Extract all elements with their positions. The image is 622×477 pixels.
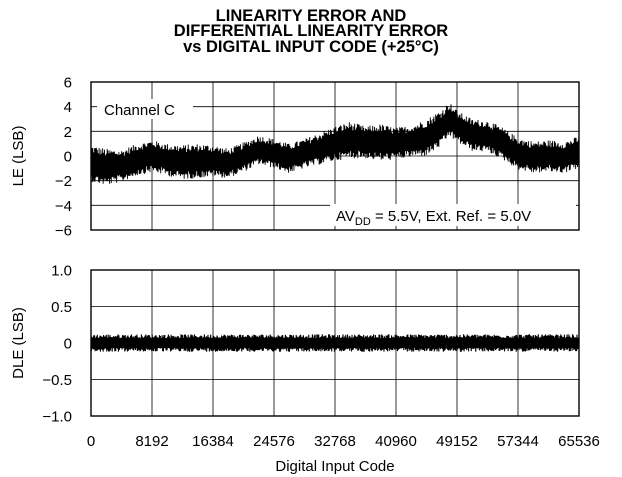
y-tick-label: 0.5 — [51, 299, 72, 316]
annotation-box — [97, 99, 193, 119]
y-axis-label: DLE (LSB) — [10, 307, 27, 379]
y-tick-label: 2 — [64, 124, 72, 141]
x-tick-label: 32768 — [314, 433, 356, 450]
y-tick-label: −2 — [55, 173, 72, 190]
x-tick-label: 8192 — [135, 433, 168, 450]
annotation-condition-box — [330, 204, 576, 226]
panel-1: Channel C AVDD = 5.5V, Ext. Ref. = 5.0V 6 4… — [10, 75, 580, 240]
x-tick-label: 24576 — [253, 433, 295, 450]
x-tick-label: 40960 — [375, 433, 417, 450]
x-tick-label: 49152 — [436, 433, 478, 450]
y-tick-label: 0 — [64, 149, 72, 166]
data-series-2-1 — [90, 334, 580, 352]
chart-title-line-1: LINEARITY ERROR AND — [215, 7, 407, 25]
y-axis-label: LE (LSB) — [10, 126, 27, 187]
y-tick-label: 0 — [64, 336, 72, 353]
y-tick-label: 4 — [64, 99, 72, 116]
x-axis-label: Digital Input Code — [275, 458, 394, 475]
panel-2: 1.0 0.5 0 −0.5 −1.0 DLE (LSB) — [10, 263, 580, 426]
y-tick-label: 6 — [64, 75, 72, 92]
plot-frame — [90, 81, 580, 231]
y-tick-label: 1.0 — [51, 263, 72, 280]
x-tick-label: 0 — [87, 433, 95, 450]
chart-title-line-2: DIFFERENTIAL LINEARITY ERROR — [173, 22, 449, 40]
y-tick-label: −6 — [55, 223, 72, 240]
x-tick-label: 65536 — [558, 433, 600, 450]
annotation-condition: AVDD = 5.5V, Ext. Ref. = 5.0V — [336, 208, 531, 228]
annotation-channel: Channel C — [104, 102, 175, 119]
x-tick-label: 57344 — [497, 433, 539, 450]
y-tick-label: −4 — [55, 198, 72, 215]
data-series-1-1 — [90, 104, 580, 184]
x-tick-label: 16384 — [192, 433, 234, 450]
y-tick-label: −1.0 — [42, 409, 72, 426]
y-tick-label: −0.5 — [42, 372, 72, 389]
plot-frame — [90, 269, 580, 417]
chart-title-line-3: vs DIGITAL INPUT CODE (+25°C) — [183, 38, 439, 56]
